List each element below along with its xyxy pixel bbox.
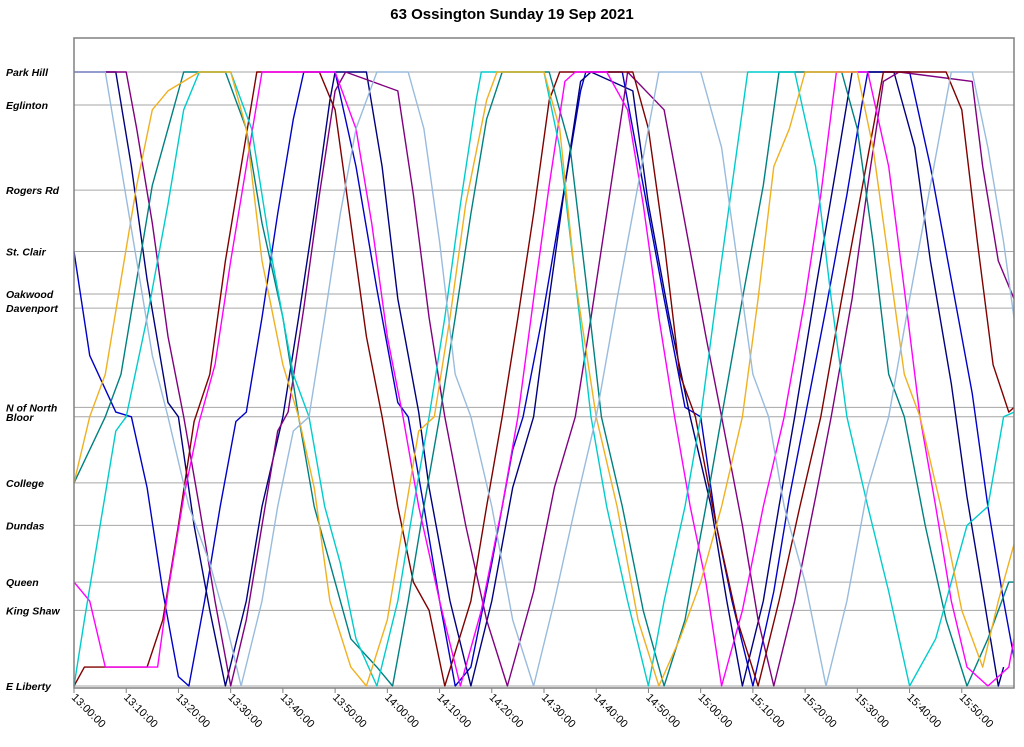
stop-label: Park Hill xyxy=(6,67,49,79)
x-tick-label: 15:20:00 xyxy=(800,692,839,731)
stop-label: Dundas xyxy=(6,520,45,532)
x-tick-label: 14:20:00 xyxy=(487,692,526,731)
x-tick-label: 14:10:00 xyxy=(434,692,473,731)
x-tick-label: 15:40:00 xyxy=(904,692,943,731)
vehicle-trace-6 xyxy=(73,71,1015,687)
vehicle-trace-8 xyxy=(74,71,1015,687)
x-tick-label: 14:40:00 xyxy=(591,692,630,731)
stop-label: Davenport xyxy=(6,303,58,315)
stop-label: College xyxy=(6,478,44,490)
x-tick-label: 15:30:00 xyxy=(852,692,891,731)
vehicle-trace-2 xyxy=(74,71,1015,687)
x-tick-label: 14:00:00 xyxy=(382,692,421,731)
stop-labels: Park Hill Eglinton Rogers Rd St. Clair Oakwo… xyxy=(6,67,61,693)
stop-label: St. Clair xyxy=(6,246,47,258)
vehicle-trace-0 xyxy=(73,71,1015,687)
vehicle-trace-3 xyxy=(73,71,1015,687)
stop-label: King Shaw xyxy=(6,605,61,617)
series-layer xyxy=(73,71,1015,687)
x-tick-label: 15:00:00 xyxy=(696,692,735,731)
stop-label: Queen xyxy=(6,577,39,589)
x-tick-label: 15:10:00 xyxy=(748,692,787,731)
x-tick-labels: 13:00:00 13:10:00 13:20:00 13:30:00 13:40:00… xyxy=(69,688,996,731)
x-tick-label: 13:10:00 xyxy=(121,692,160,731)
stop-label: Eglinton xyxy=(6,100,48,112)
chart-title: 63 Ossington Sunday 19 Sep 2021 xyxy=(390,6,634,23)
x-tick-label: 13:50:00 xyxy=(330,692,369,731)
x-tick-label: 15:50:00 xyxy=(957,692,996,731)
vehicle-trace-7 xyxy=(73,71,1015,687)
stop-label: E Liberty xyxy=(6,681,52,693)
x-tick-label: 13:40:00 xyxy=(278,692,317,731)
stop-label: Rogers Rd xyxy=(6,185,60,197)
stop-label: N of North xyxy=(6,402,57,414)
x-tick-label: 13:00:00 xyxy=(69,692,108,731)
vehicle-trace-1 xyxy=(74,71,1005,687)
grid-layer xyxy=(74,71,1014,687)
x-tick-label: 14:50:00 xyxy=(643,692,682,731)
x-tick-label: 13:20:00 xyxy=(173,692,212,731)
x-tick-label: 14:30:00 xyxy=(539,692,578,731)
stop-label: Oakwood xyxy=(6,289,54,301)
stop-label: Bloor xyxy=(6,412,34,424)
x-tick-label: 13:30:00 xyxy=(226,692,265,731)
vehicle-trace-5 xyxy=(73,71,1015,687)
vehicle-trace-4 xyxy=(73,71,1014,687)
